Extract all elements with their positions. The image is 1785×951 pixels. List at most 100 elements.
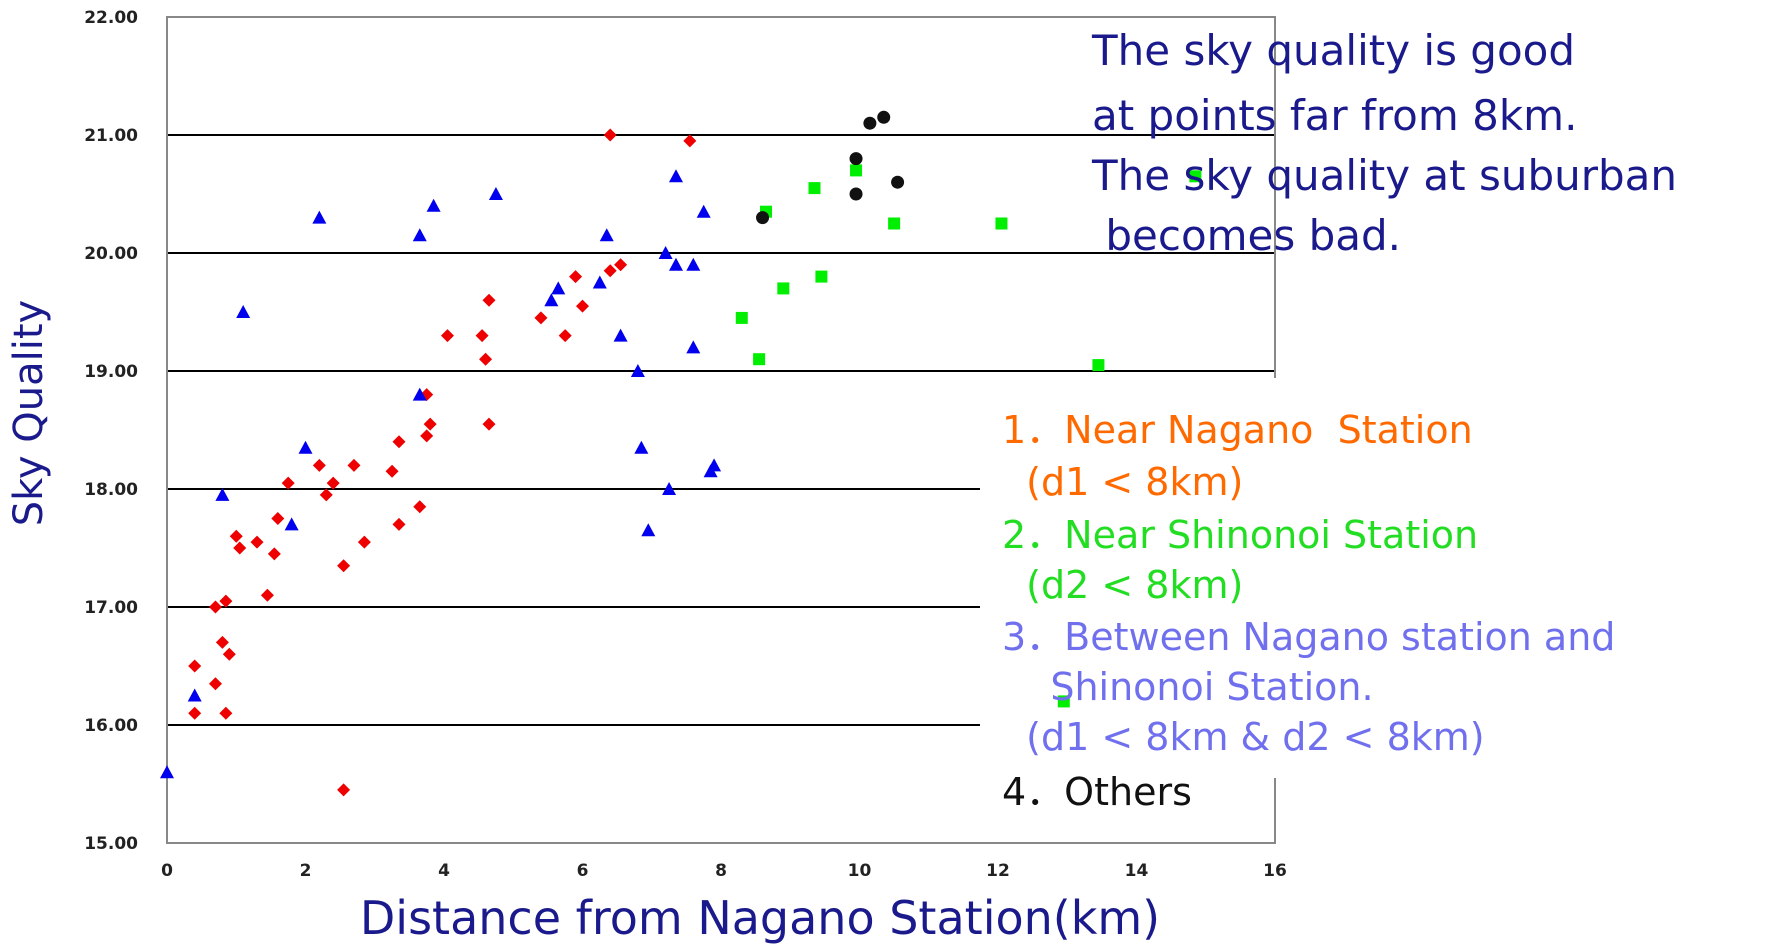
x-tick-label: 12 bbox=[986, 861, 1010, 881]
data-point-diamond bbox=[260, 588, 274, 602]
y-tick-label: 16.00 bbox=[84, 716, 138, 736]
y-tick-label: 17.00 bbox=[84, 598, 138, 618]
legend-background bbox=[980, 378, 1285, 778]
data-point-diamond bbox=[420, 429, 434, 443]
data-point-diamond bbox=[208, 677, 222, 691]
annotation-line: becomes bad. bbox=[1092, 211, 1401, 260]
y-tick-label: 22.00 bbox=[84, 8, 138, 28]
legend-entry: (d2 < 8km) bbox=[1002, 563, 1243, 607]
data-point-circle bbox=[891, 175, 905, 189]
data-point-diamond bbox=[683, 134, 697, 148]
data-point-triangle bbox=[658, 246, 673, 259]
legend-entry: 3．Between Nagano station and bbox=[1002, 615, 1615, 659]
y-tick-label: 21.00 bbox=[84, 126, 138, 146]
data-point-diamond bbox=[440, 329, 454, 343]
data-point-triangle bbox=[599, 228, 614, 242]
data-point-square bbox=[850, 164, 863, 177]
data-point-diamond bbox=[603, 264, 617, 278]
data-point-square bbox=[1057, 695, 1070, 708]
data-point-triangle bbox=[668, 257, 683, 271]
data-point-diamond bbox=[569, 270, 583, 284]
data-point-triangle bbox=[215, 487, 230, 501]
data-point-diamond bbox=[576, 299, 589, 313]
data-point-square bbox=[1189, 170, 1202, 183]
y-tick-label: 19.00 bbox=[84, 362, 138, 382]
x-tick-label: 0 bbox=[161, 861, 173, 881]
data-point-diamond bbox=[281, 476, 295, 490]
y-tick-label: 15.00 bbox=[84, 834, 138, 854]
legend-entry: 1．Near Nagano Station bbox=[1002, 408, 1473, 452]
data-point-diamond bbox=[250, 535, 264, 549]
data-point-circle bbox=[849, 187, 863, 201]
legend-entry: Shinonoi Station. bbox=[1002, 665, 1374, 709]
data-point-diamond bbox=[357, 535, 371, 549]
y-axis-ticks: 15.00 16.00 17.00 18.00 19.00 20.00 21.00 22.00 bbox=[84, 8, 138, 854]
data-point-diamond bbox=[208, 600, 222, 614]
data-point-square bbox=[753, 353, 766, 366]
data-point-diamond bbox=[482, 417, 496, 431]
data-point-triangle bbox=[641, 523, 656, 537]
data-point-diamond bbox=[558, 329, 572, 343]
legend-entry: (d1 < 8km & d2 < 8km) bbox=[1002, 715, 1485, 759]
data-point-diamond bbox=[188, 706, 202, 720]
data-point-diamond bbox=[222, 647, 236, 661]
data-point-square bbox=[815, 270, 828, 283]
data-point-diamond bbox=[312, 458, 326, 472]
data-point-triangle bbox=[668, 169, 683, 183]
data-point-diamond bbox=[475, 329, 489, 343]
data-point-circle bbox=[756, 211, 770, 225]
x-tick-label: 8 bbox=[715, 861, 727, 881]
legend-entry: (d1 < 8km) bbox=[1002, 460, 1243, 504]
data-point-triangle bbox=[630, 364, 645, 377]
data-point-diamond bbox=[337, 559, 351, 573]
data-point-circle bbox=[863, 116, 877, 130]
data-point-diamond bbox=[319, 488, 333, 502]
data-points bbox=[160, 110, 1202, 797]
data-point-diamond bbox=[233, 541, 247, 555]
legend-entry: 2．Near Shinonoi Station bbox=[1002, 513, 1478, 557]
annotation-text: The sky quality is good at points far fro… bbox=[1091, 26, 1677, 260]
legend-mask-rect bbox=[980, 378, 1285, 778]
annotation-line: at points far from 8km. bbox=[1092, 91, 1577, 140]
annotation-line: The sky quality at suburban bbox=[1091, 151, 1677, 200]
annotation-line: The sky quality is good bbox=[1091, 26, 1575, 75]
data-point-square bbox=[735, 311, 748, 324]
data-point-diamond bbox=[603, 128, 617, 142]
data-point-triangle bbox=[662, 482, 677, 495]
data-point-diamond bbox=[215, 635, 229, 649]
legend-entry: 4．Others bbox=[1002, 770, 1192, 814]
x-tick-label: 14 bbox=[1125, 861, 1149, 881]
data-point-diamond bbox=[614, 258, 628, 272]
data-point-diamond bbox=[267, 547, 281, 561]
data-point-triangle bbox=[551, 281, 566, 295]
y-axis-title: Sky Quality bbox=[6, 300, 52, 526]
data-point-circle bbox=[849, 152, 863, 166]
data-point-triangle bbox=[160, 765, 174, 779]
data-point-triangle bbox=[236, 305, 251, 318]
x-tick-label: 6 bbox=[577, 861, 589, 881]
y-tick-label: 18.00 bbox=[84, 480, 138, 500]
data-point-diamond bbox=[347, 458, 361, 472]
data-point-diamond bbox=[482, 293, 496, 307]
x-axis-title: Distance from Nagano Station(km) bbox=[360, 891, 1160, 945]
data-point-diamond bbox=[188, 659, 202, 673]
data-point-square bbox=[1092, 359, 1105, 372]
data-point-triangle bbox=[613, 328, 628, 342]
data-point-square bbox=[808, 182, 821, 195]
y-tick-label: 20.00 bbox=[84, 244, 138, 264]
data-point-square bbox=[777, 282, 790, 295]
x-tick-label: 16 bbox=[1263, 861, 1287, 881]
x-axis-ticks: 0 2 4 6 8 10 12 14 16 bbox=[161, 861, 1287, 881]
data-point-triangle bbox=[686, 257, 701, 271]
data-point-diamond bbox=[534, 311, 548, 325]
data-point-diamond bbox=[229, 529, 243, 543]
x-tick-label: 4 bbox=[438, 861, 450, 881]
data-point-triangle bbox=[412, 387, 427, 401]
data-point-diamond bbox=[479, 352, 493, 366]
data-point-triangle bbox=[686, 340, 701, 354]
data-point-diamond bbox=[413, 500, 427, 514]
data-point-triangle bbox=[412, 228, 427, 242]
data-point-triangle bbox=[634, 440, 649, 454]
data-point-triangle bbox=[426, 198, 441, 212]
